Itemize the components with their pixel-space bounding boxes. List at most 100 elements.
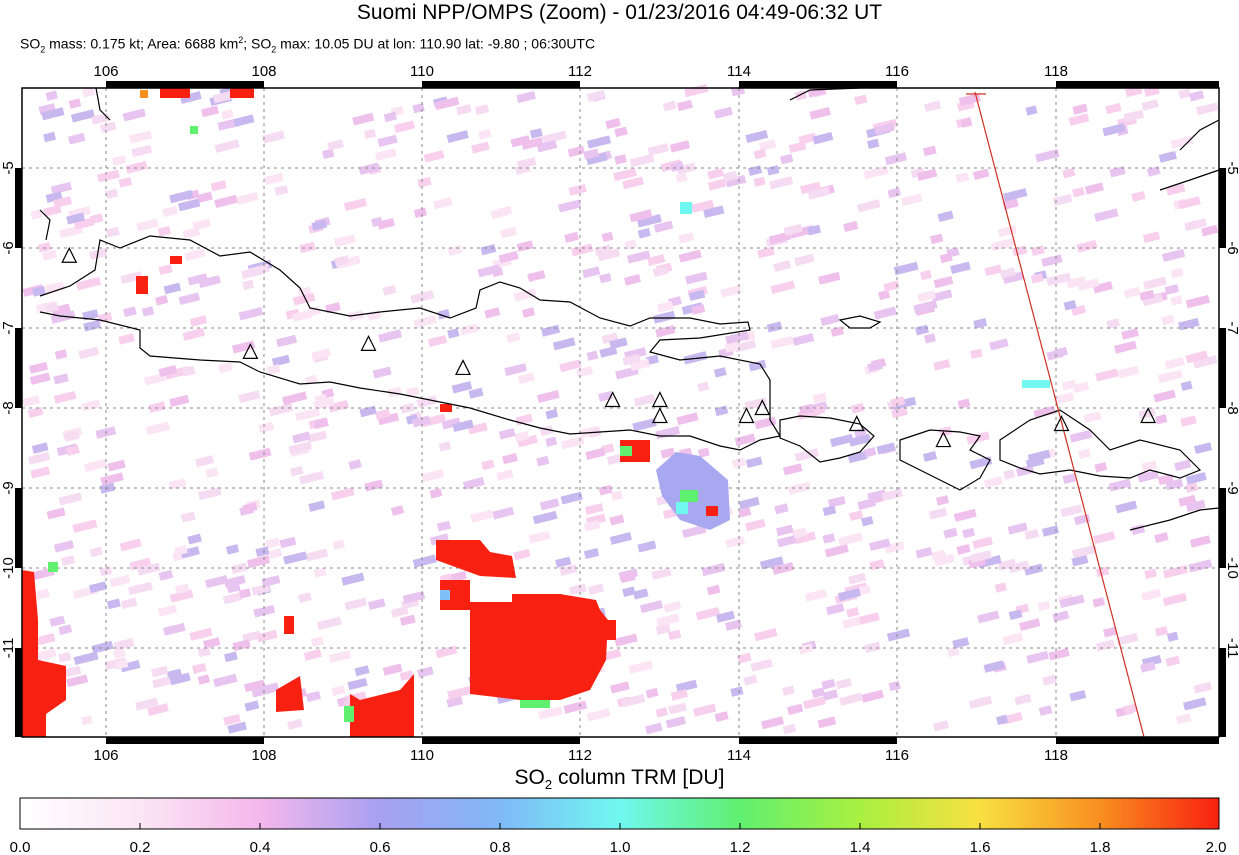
so2-noise-pixel — [1008, 609, 1023, 621]
so2-noise-pixel — [377, 412, 400, 426]
so2-noise-pixel — [678, 249, 702, 263]
so2-noise-pixel — [477, 264, 501, 278]
so2-noise-pixel — [41, 107, 65, 121]
so2-noise-pixel — [586, 350, 599, 361]
so2-noise-pixel — [1061, 379, 1077, 391]
so2-noise-pixel — [30, 466, 51, 479]
volcano-triangle — [738, 407, 755, 424]
so2-noise-pixel — [151, 665, 169, 678]
so2-noise-pixel — [145, 421, 170, 436]
so2-noise-pixel — [609, 514, 625, 526]
so2-noise-pixel — [223, 713, 241, 726]
so2-noise-pixel — [129, 130, 152, 144]
so2-noise-pixel — [46, 507, 66, 520]
so2-noise-pixel — [513, 288, 537, 302]
so2-noise-pixel — [217, 118, 236, 131]
so2-noise-pixel — [846, 606, 860, 618]
so2-noise-pixel — [817, 716, 837, 729]
so2-noise-pixel — [213, 673, 238, 688]
so2-noise-pixel — [1162, 565, 1189, 579]
so2-noise-pixel — [584, 503, 604, 515]
so2-noise-pixel — [766, 165, 780, 176]
so2-noise-pixel — [231, 340, 256, 354]
so2-noise-pixel — [989, 338, 1009, 351]
so2-noise-pixel — [427, 335, 448, 348]
so2-noise-pixel — [1185, 471, 1207, 485]
so2-noise-pixel — [866, 138, 880, 149]
so2-noise-pixel — [70, 109, 95, 123]
so2-noise-pixel — [738, 496, 760, 510]
so2-noise-pixel — [901, 193, 923, 207]
so2-noise-pixel — [31, 442, 49, 454]
so2-noise-pixel — [825, 603, 845, 616]
so2-noise-pixel — [81, 86, 96, 98]
volcano-triangle — [651, 391, 668, 408]
so2-noise-pixel — [182, 327, 206, 341]
so2-noise-pixel — [435, 645, 458, 659]
so2-noise-pixel — [330, 487, 355, 501]
so2-noise-pixel — [563, 700, 588, 714]
so2-noise-pixel — [655, 325, 676, 338]
so2-noise-pixel — [637, 540, 657, 553]
so2-noise-pixel — [120, 660, 141, 673]
so2-noise-pixel — [178, 292, 201, 305]
so2-noise-pixel — [49, 615, 66, 627]
so2-noise-pixel — [399, 614, 416, 626]
so2-noise-pixel — [856, 199, 881, 213]
volcano-triangle — [935, 431, 952, 448]
so2-noise-pixel — [1139, 289, 1155, 301]
so2-noise-pixel — [348, 459, 362, 470]
so2-noise-pixel — [972, 536, 993, 550]
so2-noise-pixel — [628, 660, 654, 674]
so2-noise-pixel — [452, 419, 474, 433]
so2-noise-pixel — [745, 518, 766, 532]
so2-noise-pixel — [983, 476, 1003, 489]
so2-noise-pixel — [169, 589, 194, 603]
so2-noise-pixel — [118, 333, 135, 345]
so2-noise-pixel — [462, 477, 485, 490]
so2-noise-pixel — [1164, 284, 1180, 295]
so2-noise-pixel — [645, 687, 659, 699]
so2-noise-pixel — [884, 541, 905, 554]
so2-noise-pixel — [303, 648, 322, 661]
so2-noise-pixel — [1140, 661, 1156, 673]
so2-noise-pixel — [527, 270, 546, 282]
so2-noise-pixel — [1063, 300, 1077, 311]
volcano-triangle — [848, 415, 865, 432]
so2-noise-pixel — [999, 267, 1016, 279]
so2-noise-pixel — [347, 677, 368, 691]
so2-noise-pixel — [633, 394, 656, 407]
so2-noise-pixel — [1154, 532, 1169, 543]
so2-noise-pixel — [158, 264, 173, 276]
so2-noise-pixel — [1157, 369, 1183, 384]
lon-label: 108 — [251, 63, 276, 80]
so2-noise-pixel — [754, 416, 777, 430]
so2-noise-pixel — [1062, 473, 1076, 485]
so2-noise-pixel — [1052, 193, 1073, 207]
so2-noise-pixel — [1146, 166, 1161, 177]
so2-noise-pixel — [1002, 271, 1025, 285]
so2-noise-pixel — [869, 559, 885, 571]
so2-noise-pixel — [212, 90, 236, 104]
so2-noise-pixel — [614, 126, 628, 138]
so2-noise-pixel — [969, 348, 983, 360]
so2-noise-pixel — [776, 524, 794, 537]
so2-noise-pixel — [1142, 231, 1161, 243]
so2-noise-pixel — [287, 718, 303, 730]
so2-noise-pixel — [1102, 123, 1126, 137]
so2-noise-pixel — [913, 300, 938, 314]
lon-labels-bottom: 106 108 110 112 114 116 118 — [93, 747, 1067, 764]
so2-noise-pixel — [663, 600, 682, 613]
so2-noise-pixel — [917, 290, 937, 303]
so2-noise-pixel — [973, 168, 990, 180]
so2-noise-pixel — [614, 633, 638, 647]
so2-noise-pixel — [308, 500, 326, 512]
so2-noise-pixel — [192, 662, 207, 674]
so2-noise-pixel — [1180, 380, 1193, 391]
so2-noise-pixel — [707, 178, 727, 191]
so2-noise-pixel — [1092, 281, 1113, 294]
so2-noise-pixel — [766, 321, 783, 333]
lat-label: -10 — [0, 557, 17, 579]
so2-noise-pixel — [221, 109, 234, 120]
so2-noise-pixel — [651, 567, 672, 580]
